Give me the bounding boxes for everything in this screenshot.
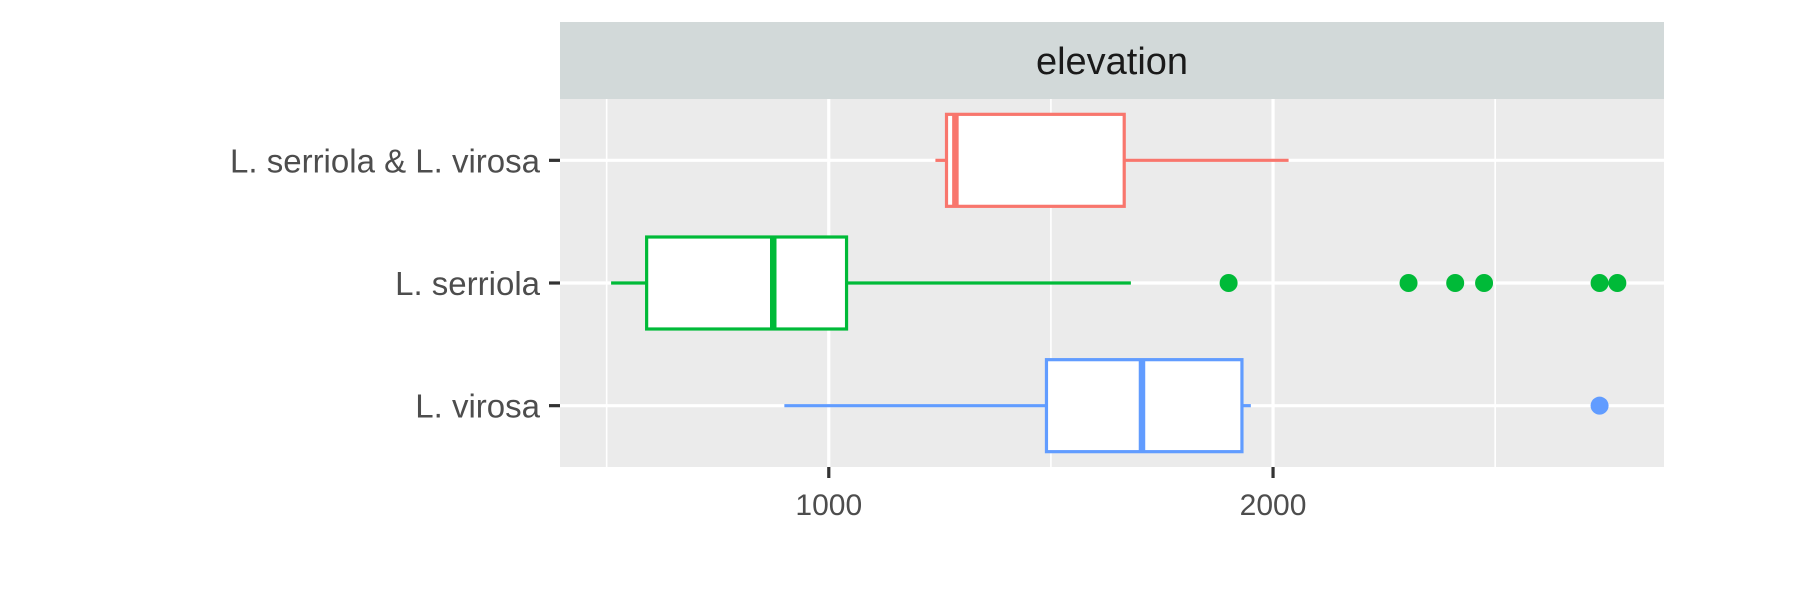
outlier-point <box>1590 396 1609 415</box>
facet-strip <box>560 22 1664 99</box>
facet-strip-label: elevation <box>1036 41 1188 83</box>
outlier-point <box>1590 274 1609 292</box>
x-tick-label: 2000 <box>1240 489 1307 522</box>
y-tick-label: L. serriola & L. virosa <box>230 142 541 179</box>
y-tick-label: L. serriola <box>395 265 541 302</box>
box-group <box>784 358 1609 454</box>
outlier-point <box>1608 274 1627 292</box>
box-iqr <box>645 235 849 331</box>
outlier-point <box>1219 274 1238 292</box>
y-tick-label: L. virosa <box>415 388 540 425</box>
outlier-point <box>1446 274 1465 292</box>
box-iqr <box>944 112 1126 208</box>
box-group <box>935 112 1289 208</box>
x-tick-label: 1000 <box>795 489 862 522</box>
outlier-point <box>1399 274 1418 292</box>
box-series <box>611 112 1627 454</box>
outlier-point <box>1475 274 1494 292</box>
axes: L. serriola & L. virosa L. serriola L. vir… <box>230 142 1306 522</box>
box-group <box>611 235 1627 331</box>
